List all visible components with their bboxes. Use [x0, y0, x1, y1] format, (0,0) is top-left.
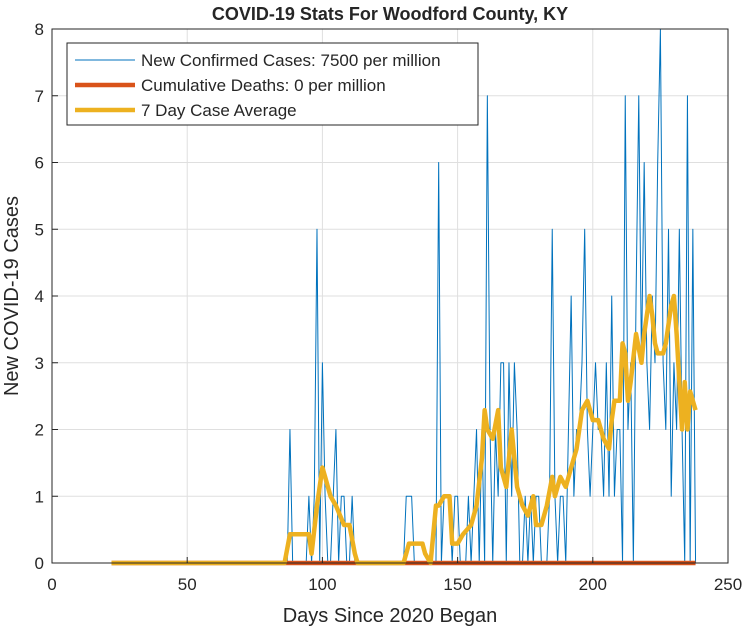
legend-label: Cumulative Deaths: 0 per million: [141, 76, 386, 95]
x-axis-label: Days Since 2020 Began: [283, 605, 498, 627]
ticks: 0 50 100 150 200 250 0 1 2 3 4 5 6 7 8: [35, 20, 743, 594]
y-tick-label: 8: [35, 20, 44, 39]
y-tick-label: 4: [35, 287, 44, 306]
y-tick-label: 0: [35, 554, 44, 573]
y-tick-label: 6: [35, 154, 44, 173]
y-tick-label: 5: [35, 220, 44, 239]
y-tick-label: 1: [35, 487, 44, 506]
x-tick-label: 50: [178, 575, 197, 594]
legend-label: 7 Day Case Average: [141, 101, 297, 120]
y-tick-label: 2: [35, 421, 44, 440]
y-tick-label: 3: [35, 354, 44, 373]
legend-box: [66, 42, 479, 126]
y-tick-label: 7: [35, 87, 44, 106]
chart-title: COVID-19 Stats For Woodford County, KY: [212, 4, 568, 24]
x-tick-label: 150: [443, 575, 471, 594]
x-tick-label: 250: [714, 575, 742, 594]
legend: New Confirmed Cases: 7500 per million Cum…: [66, 42, 479, 126]
legend-label: New Confirmed Cases: 7500 per million: [141, 51, 441, 70]
x-tick-label: 0: [47, 575, 56, 594]
x-tick-label: 200: [579, 575, 607, 594]
y-axis-label: New COVID-19 Cases: [1, 196, 23, 396]
x-tick-label: 100: [308, 575, 336, 594]
